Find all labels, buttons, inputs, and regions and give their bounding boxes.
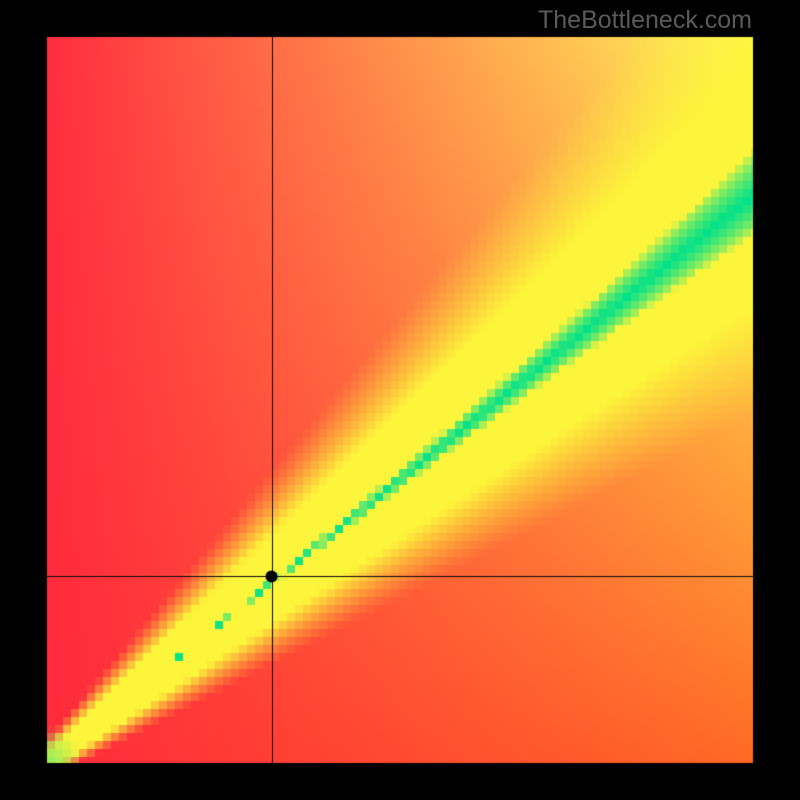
heatmap-canvas <box>0 0 800 800</box>
chart-container: TheBottleneck.com <box>0 0 800 800</box>
